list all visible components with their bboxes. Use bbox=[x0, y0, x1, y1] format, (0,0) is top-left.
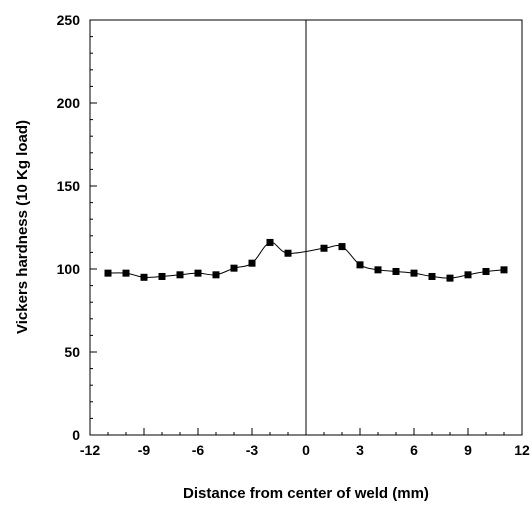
data-markers bbox=[104, 238, 508, 282]
data-point-marker bbox=[500, 266, 508, 274]
y-tick-label: 200 bbox=[57, 95, 81, 111]
data-point-marker bbox=[122, 269, 130, 277]
x-tick-label: 9 bbox=[464, 442, 472, 458]
y-tick-label: 100 bbox=[57, 261, 81, 277]
y-tick-label: 150 bbox=[57, 178, 81, 194]
data-point-marker bbox=[284, 249, 292, 257]
x-axis-title: Distance from center of weld (mm) bbox=[183, 485, 429, 502]
data-point-marker bbox=[446, 274, 454, 282]
data-point-marker bbox=[338, 243, 346, 251]
x-tick-label: -3 bbox=[246, 442, 259, 458]
x-tick-labels: -12 -9 -6 -3 0 3 6 9 12 bbox=[80, 442, 530, 458]
x-tick-label: 6 bbox=[410, 442, 418, 458]
y-axis-title: Vickers hardness (10 Kg load) bbox=[14, 120, 31, 334]
x-tick-label: 12 bbox=[514, 442, 530, 458]
y-tick-label: 0 bbox=[72, 427, 80, 443]
major-ticks bbox=[89, 19, 523, 436]
data-point-marker bbox=[356, 261, 364, 269]
y-tick-label: 250 bbox=[57, 12, 81, 28]
data-point-marker bbox=[176, 271, 184, 279]
data-point-marker bbox=[212, 271, 220, 279]
data-point-marker bbox=[464, 271, 472, 279]
data-point-marker bbox=[320, 244, 328, 252]
hardness-curve bbox=[107, 241, 505, 279]
y-tick-labels: 0 50 100 150 200 250 bbox=[57, 12, 81, 443]
data-point-marker bbox=[392, 267, 400, 275]
data-point-marker bbox=[248, 259, 256, 267]
data-point-marker bbox=[410, 269, 418, 277]
data-point-marker bbox=[194, 269, 202, 277]
data-point-marker bbox=[482, 267, 490, 275]
x-tick-label: -12 bbox=[80, 442, 100, 458]
x-tick-label: 3 bbox=[356, 442, 364, 458]
data-point-marker bbox=[374, 266, 382, 274]
y-tick-label: 50 bbox=[64, 344, 80, 360]
data-point-marker bbox=[266, 238, 274, 246]
x-tick-label: -9 bbox=[138, 442, 151, 458]
x-tick-label: -6 bbox=[192, 442, 205, 458]
data-point-marker bbox=[230, 264, 238, 272]
data-point-marker bbox=[140, 273, 148, 281]
data-point-marker bbox=[158, 272, 166, 280]
x-tick-label: 0 bbox=[302, 442, 310, 458]
data-point-marker bbox=[104, 269, 112, 277]
data-point-marker bbox=[428, 272, 436, 280]
